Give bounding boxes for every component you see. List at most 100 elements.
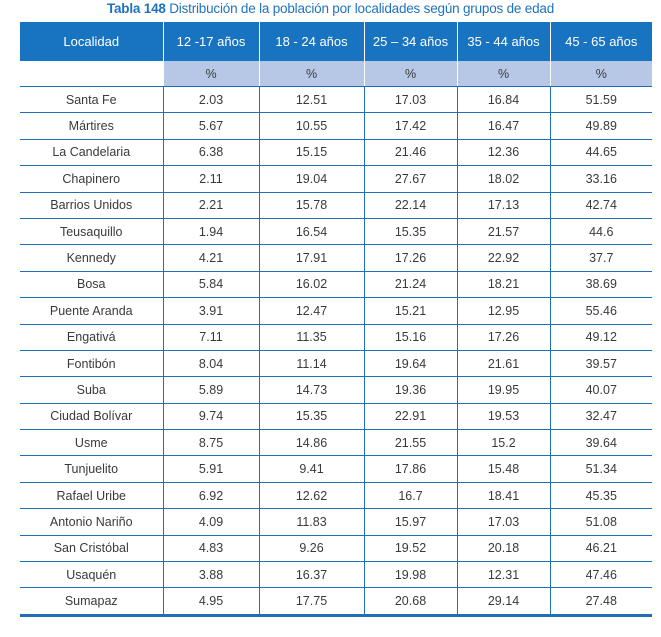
table-row: Engativá 7.11 11.35 15.16 17.26 49.12 [20, 324, 652, 351]
percent-cell: 15.35 [364, 218, 458, 246]
percent-cell: 39.57 [550, 350, 652, 378]
percent-cell: 21.61 [457, 350, 551, 378]
percent-cell: 8.04 [163, 350, 260, 378]
unit-cell: % [364, 61, 458, 87]
percent-cell: 4.95 [163, 587, 260, 617]
percent-cell: 29.14 [457, 587, 551, 617]
percent-cell: 49.89 [550, 112, 652, 140]
localidad-cell: Usme [20, 429, 164, 457]
percent-cell: 17.42 [364, 112, 458, 140]
percent-cell: 51.08 [550, 508, 652, 536]
localidad-cell: Puente Aranda [20, 297, 164, 325]
percent-cell: 17.75 [259, 587, 365, 617]
localidad-cell: Rafael Uribe [20, 482, 164, 510]
percent-cell: 15.48 [457, 455, 551, 483]
column-header-35-44: 35 - 44 años [457, 22, 551, 61]
percent-cell: 18.02 [457, 165, 551, 193]
percent-cell: 7.11 [163, 324, 260, 351]
localidad-cell: Barrios Unidos [20, 192, 164, 219]
table-row: Kennedy 4.21 17.91 17.26 22.92 37.7 [20, 244, 652, 272]
table-row: La Candelaria 6.38 15.15 21.46 12.36 44.65 [20, 139, 652, 167]
percent-cell: 6.38 [163, 139, 260, 167]
percent-cell: 12.47 [259, 297, 365, 325]
localidad-cell: Fontibón [20, 350, 164, 378]
percent-cell: 22.91 [364, 403, 458, 431]
percent-cell: 49.12 [550, 324, 652, 351]
percent-cell: 21.24 [364, 271, 458, 299]
percent-cell: 10.55 [259, 112, 365, 140]
percent-cell: 32.47 [550, 403, 652, 431]
table-caption: Distribución de la población por localid… [169, 1, 555, 16]
percent-cell: 8.75 [163, 429, 260, 457]
percent-cell: 15.15 [259, 139, 365, 167]
table-row: Santa Fe 2.03 12.51 17.03 16.84 51.59 [20, 86, 652, 114]
percent-cell: 9.26 [259, 535, 365, 563]
localidad-cell: Engativá [20, 324, 164, 351]
localidad-cell: La Candelaria [20, 139, 164, 167]
percent-cell: 19.95 [457, 376, 551, 404]
percent-cell: 16.47 [457, 112, 551, 140]
percent-cell: 19.36 [364, 376, 458, 404]
table-row: Fontibón 8.04 11.14 19.64 21.61 39.57 [20, 350, 652, 378]
percent-cell: 2.03 [163, 86, 260, 114]
percent-cell: 16.84 [457, 86, 551, 114]
percent-cell: 15.97 [364, 508, 458, 536]
table-row: Antonio Nariño 4.09 11.83 15.97 17.03 51.08 [20, 508, 652, 536]
percent-cell: 16.02 [259, 271, 365, 299]
percent-cell: 45.35 [550, 482, 652, 510]
localidad-cell: Tunjuelito [20, 455, 164, 483]
percent-cell: 21.55 [364, 429, 458, 457]
table-row: Sumapaz 4.95 17.75 20.68 29.14 27.48 [20, 587, 652, 617]
percent-cell: 40.07 [550, 376, 652, 404]
localidad-cell: Sumapaz [20, 587, 164, 617]
localidad-cell: Ciudad Bolívar [20, 403, 164, 431]
table-row: Tunjuelito 5.91 9.41 17.86 15.48 51.34 [20, 455, 652, 483]
percent-cell: 3.91 [163, 297, 260, 325]
percent-cell: 11.14 [259, 350, 365, 378]
percent-cell: 16.54 [259, 218, 365, 246]
table-row: Barrios Unidos 2.21 15.78 22.14 17.13 42.74 [20, 192, 652, 219]
percent-cell: 38.69 [550, 271, 652, 299]
percent-cell: 51.59 [550, 86, 652, 114]
table-row: Mártires 5.67 10.55 17.42 16.47 49.89 [20, 112, 652, 140]
population-age-table: Localidad 12 -17 años 18 - 24 años 25 – … [20, 22, 652, 617]
percent-cell: 21.57 [457, 218, 551, 246]
percent-cell: 11.35 [259, 324, 365, 351]
percent-cell: 4.09 [163, 508, 260, 536]
percent-cell: 16.37 [259, 561, 365, 589]
percent-cell: 33.16 [550, 165, 652, 193]
table-body: % % % % % Santa Fe 2.03 12.51 17.03 16.84 51.… [20, 61, 652, 617]
table-row: Teusaquillo 1.94 16.54 15.35 21.57 44.6 [20, 218, 652, 246]
localidad-cell: Mártires [20, 112, 164, 140]
percent-cell: 4.21 [163, 244, 260, 272]
percent-cell: 14.86 [259, 429, 365, 457]
header-row: Localidad 12 -17 años 18 - 24 años 25 – … [20, 22, 652, 61]
table-row: Chapinero 2.11 19.04 27.67 18.02 33.16 [20, 165, 652, 193]
percent-cell: 1.94 [163, 218, 260, 246]
percent-cell: 17.91 [259, 244, 365, 272]
percent-cell: 27.67 [364, 165, 458, 193]
percent-cell: 37.7 [550, 244, 652, 272]
table-title: Tabla 148 Distribución de la población p… [0, 1, 661, 16]
percent-cell: 15.21 [364, 297, 458, 325]
localidad-cell: Santa Fe [20, 86, 164, 114]
column-header-45-65: 45 - 65 años [550, 22, 652, 61]
percent-cell: 15.35 [259, 403, 365, 431]
percent-cell: 5.67 [163, 112, 260, 140]
percent-cell: 9.41 [259, 455, 365, 483]
percent-cell: 17.03 [364, 86, 458, 114]
percent-cell: 12.62 [259, 482, 365, 510]
localidad-cell: Teusaquillo [20, 218, 164, 246]
percent-cell: 44.65 [550, 139, 652, 167]
percent-cell: 17.03 [457, 508, 551, 536]
unit-cell: % [550, 61, 652, 87]
percent-cell: 2.11 [163, 165, 260, 193]
column-header-25-34: 25 – 34 años [364, 22, 458, 61]
column-header-18-24: 18 - 24 años [259, 22, 365, 61]
percent-cell: 17.26 [457, 324, 551, 351]
table-row: Rafael Uribe 6.92 12.62 16.7 18.41 45.35 [20, 482, 652, 510]
percent-cell: 19.52 [364, 535, 458, 563]
percent-cell: 12.31 [457, 561, 551, 589]
percent-cell: 5.91 [163, 455, 260, 483]
percent-cell: 12.36 [457, 139, 551, 167]
